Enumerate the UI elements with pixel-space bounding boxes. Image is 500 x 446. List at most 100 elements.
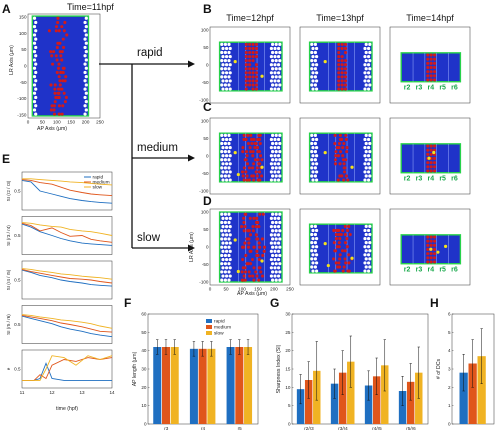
map-slow-t13-dot [311,253,315,257]
map-slow-t12-red-cell [262,249,266,253]
map-medium-t12-red-cell [246,141,250,146]
si-subplot-3: SI (r4 / r5) 0.5 [6,260,113,300]
time-title-12: Time=12hpf [226,13,274,23]
map-medium-t13-dot [311,178,315,182]
map-medium-t13-red-cell [340,137,344,142]
map-medium-t13-yellow-cell [350,165,354,169]
map-rapid-t12-dot [221,87,225,91]
map-medium-t12-dot [277,137,281,142]
map-medium-t14-red-cell [433,161,437,165]
map-medium-t13-red-cell [338,150,343,154]
map-slow-t12-dot [278,212,282,216]
map-slow-t13-dot [364,257,368,261]
map-medium-t12-red-cell [252,162,256,166]
map-medium-t12-dot [227,150,231,154]
map-rapid-t12-tissue [218,41,283,92]
si-line-slow [22,355,113,381]
map-rapid-t13-red-cell [337,75,341,79]
map-rapid-t12-yellow-cell [233,60,237,64]
map-slow-t12-red-cell [257,258,261,262]
map-slow-t13-dot [367,236,371,241]
map-a-red-cell [49,50,53,54]
si-ytick: 0.5 [14,189,21,194]
map-rapid-t13-dot [364,50,368,55]
map-a-dot [34,95,38,100]
map-rapid-t13-dot [368,42,372,47]
map-slow-t14-yellow-cell [429,247,433,251]
map-rapid-t12-dot [278,42,282,47]
map-slow-t12-dot [271,212,275,216]
map-rapid-t12-dot [220,59,224,63]
map-medium-t12-dot [273,162,277,166]
map-slow-t14-red-cell [426,252,430,256]
map-slow-t12-red-cell [247,229,251,233]
map-rapid-t12-red-cell [254,79,259,83]
map-slow-t12-red-cell [256,237,260,241]
bar-slow-r5 [244,347,253,424]
map-slow-t12-red-cell [251,274,255,278]
map-medium-t12-dot [225,170,229,174]
bar-ytick: 5 [448,330,451,335]
map-slow-t13-dot [313,257,317,261]
map-rapid-t12-ytick: 100 [201,28,209,33]
map-rapid-t13-dot [313,42,317,47]
map-slow-t13-red-cell [337,232,341,237]
map-rapid-t13-dot [363,71,367,75]
map-a-dot [34,62,38,66]
si-ytick: 0.5 [14,367,21,372]
map-rapid-t12-red-cell [248,63,252,67]
map-slow-t12-dot [225,233,229,237]
map-slow-t13-red-cell [343,249,347,253]
map-slow-t13-dot [368,241,372,245]
map-rapid-t12-dot [220,83,224,87]
map-rapid-t13-dot [315,46,319,51]
map-a-dot [34,87,38,91]
map-slow-t14-red-cell [433,256,437,260]
map-rapid-t12-red-cell [248,83,252,87]
map-a-red-cell [57,95,61,100]
map-a-dot [84,66,88,70]
map-medium-t13-dot [315,137,319,142]
map-slow-t12-red-cell [242,245,246,249]
map-rapid-t12-ytick: 0 [206,63,209,68]
map-slow-t12-dot [277,274,281,278]
map-rapid-t13-dot [311,79,315,83]
map-medium-t12-red-cell [249,133,253,137]
map-slow-t12-dot [277,249,281,253]
map-a-red-cell [58,79,62,83]
map-slow-t13-red-cell [346,228,350,233]
map-slow-t12-dot [221,274,225,278]
map-rapid-t12-dot [228,87,232,91]
map-rapid-t13-red-cell [344,75,348,79]
map-slow-t12-dot [223,220,227,225]
map-slow-t12-red-cell [243,278,247,282]
bar-medium-r3/r4 [338,372,347,424]
map-a-dot [83,95,87,100]
map-slow-t12-dot [278,278,282,282]
map-medium-t12-dot [274,133,278,137]
map-slow-t12-red-cell [257,241,261,245]
panel-h-dcs-chart: 0 1 2 3 4 5 6 # of DCs [436,312,495,427]
map-slow-t12-dot [227,262,231,266]
map-medium-t14-red-cell [429,161,433,165]
map-a-red-cell [60,25,64,29]
map-medium-t12-dot [220,158,224,162]
bar-slow-all [477,356,486,424]
map-medium-t12-red-cell [257,137,262,142]
map-slow-t12-red-cell [257,278,261,282]
map-medium-t13-red-cell [344,137,348,142]
map-slow-t12-dot [277,241,281,245]
map-medium-t12-red-cell [260,158,264,162]
map-medium-t12-yellow-cell [233,151,237,155]
bar-ytick: 4 [448,348,451,353]
map-slow-t12-dot [220,220,224,225]
map-slow-t12-dot [278,262,282,266]
map-rapid-t12-dot [277,54,281,59]
map-slow-t13-red-cell [341,269,345,273]
map-rapid-t12-dot [225,63,229,67]
bar-medium-r5/r6 [406,381,415,424]
map-a-dot [34,112,38,116]
legend-label-slow: slow [214,331,224,337]
map-rapid-t12-red-cell [244,59,248,63]
